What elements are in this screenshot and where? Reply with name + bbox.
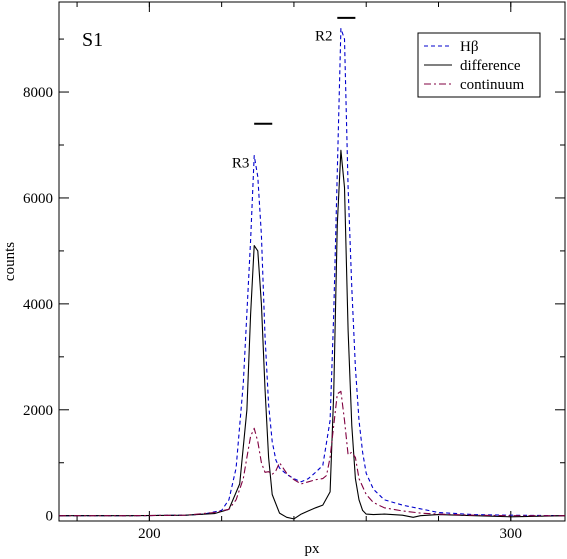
legend-label-difference: difference: [460, 58, 521, 74]
y-axis-label: counts: [2, 242, 18, 281]
peak-label: R2: [315, 28, 333, 44]
legend: Hβ difference continuum: [417, 32, 541, 98]
y-tick-label: 8000: [23, 85, 53, 101]
y-tick-label: 2000: [23, 403, 53, 419]
y-tick-label: 0: [46, 509, 54, 525]
markers-layer: [254, 16, 356, 125]
panel-label: S1: [82, 29, 103, 51]
axis-ticks: 200 300 0 2000 4000 6000 8000: [23, 2, 565, 542]
x-tick-label: 300: [500, 526, 523, 542]
peak-label: R3: [232, 156, 250, 172]
series-line-continuum: [59, 390, 565, 517]
annotations-layer: R3 R2: [232, 28, 333, 171]
x-axis-label: px: [305, 541, 321, 557]
legend-label-continuum: continuum: [460, 77, 524, 93]
x-tick-label: 200: [138, 526, 161, 542]
series-layer: [59, 27, 566, 520]
plot-frame: [58, 1, 566, 522]
legend-label-hbeta: Hβ: [460, 39, 478, 55]
y-tick-label: 6000: [23, 191, 53, 207]
y-tick-label: 4000: [23, 297, 53, 313]
series-line-hbeta: [59, 27, 566, 517]
series-line-difference: [59, 149, 566, 520]
